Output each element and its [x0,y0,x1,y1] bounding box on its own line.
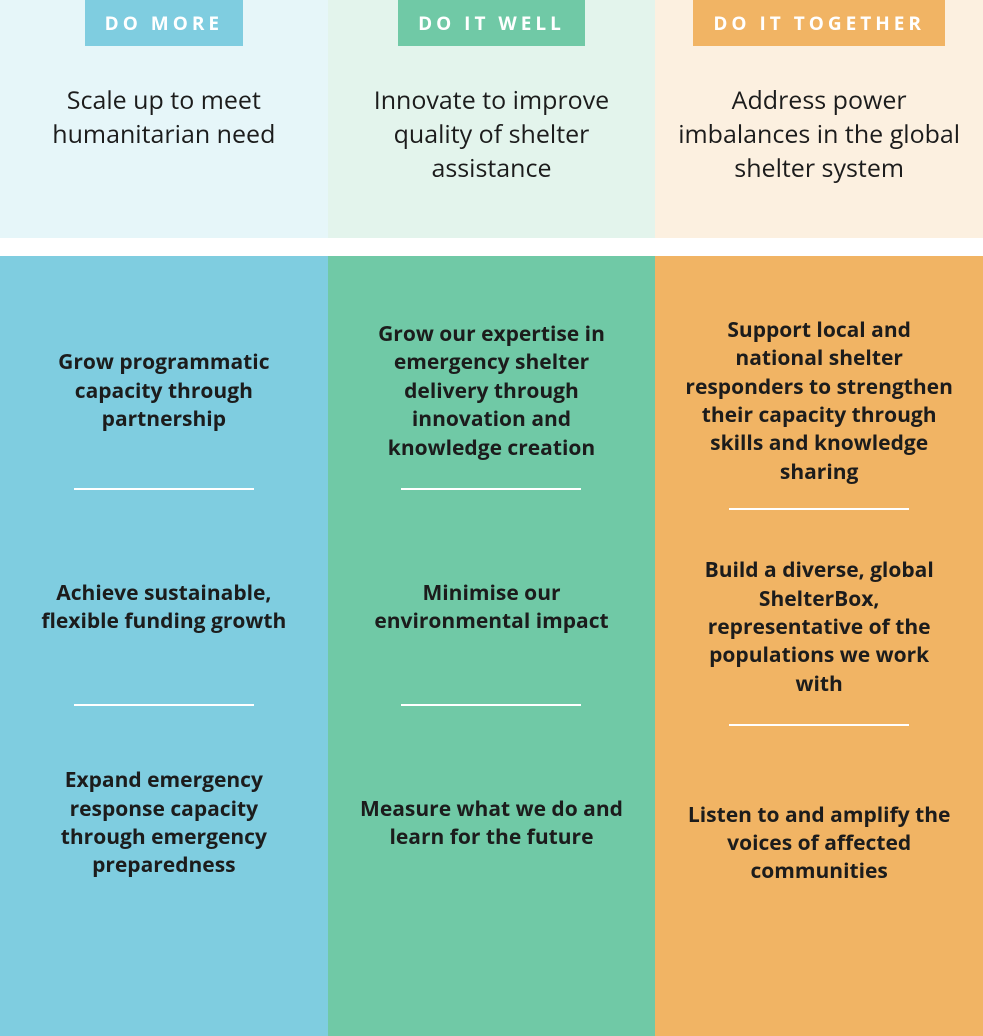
divider [729,724,909,726]
body-do-more: Grow programmatic capacity through partn… [0,256,328,1036]
pillars-grid: DO MORE Scale up to meet humanitarian ne… [0,0,983,1036]
divider [729,508,909,510]
pillar-item: Achieve sustainable, flexible funding gr… [30,532,298,682]
pillar-item: Build a diverse, global ShelterBox, repr… [685,552,953,702]
divider [401,704,581,706]
tab-do-more: DO MORE [85,0,243,46]
divider [74,704,254,706]
pillar-item: Support local and national shelter respo… [685,316,953,486]
divider [74,488,254,490]
tab-do-it-well: DO IT WELL [398,0,585,46]
header-do-it-together: DO IT TOGETHER Address power imbalances … [655,0,983,238]
pillar-item: Grow our expertise in emergency shelter … [358,316,626,466]
spacer [655,238,983,256]
pillar-item: Grow programmatic capacity through partn… [30,316,298,466]
pillar-item: Measure what we do and learn for the fut… [358,748,626,898]
header-text-do-it-together: Address power imbalances in the global s… [674,84,964,185]
tab-do-it-together: DO IT TOGETHER [693,0,945,46]
divider [401,488,581,490]
header-do-it-well: DO IT WELL Innovate to improve quality o… [328,0,656,238]
header-text-do-it-well: Innovate to improve quality of shelter a… [346,84,636,185]
spacer [328,238,656,256]
header-do-more: DO MORE Scale up to meet humanitarian ne… [0,0,328,238]
pillar-item: Minimise our environmental impact [358,532,626,682]
pillar-item: Listen to and amplify the voices of affe… [685,768,953,918]
body-do-it-well: Grow our expertise in emergency shelter … [328,256,656,1036]
body-do-it-together: Support local and national shelter respo… [655,256,983,1036]
header-text-do-more: Scale up to meet humanitarian need [19,84,309,152]
pillar-item: Expand emergency response capacity throu… [30,748,298,898]
spacer [0,238,328,256]
